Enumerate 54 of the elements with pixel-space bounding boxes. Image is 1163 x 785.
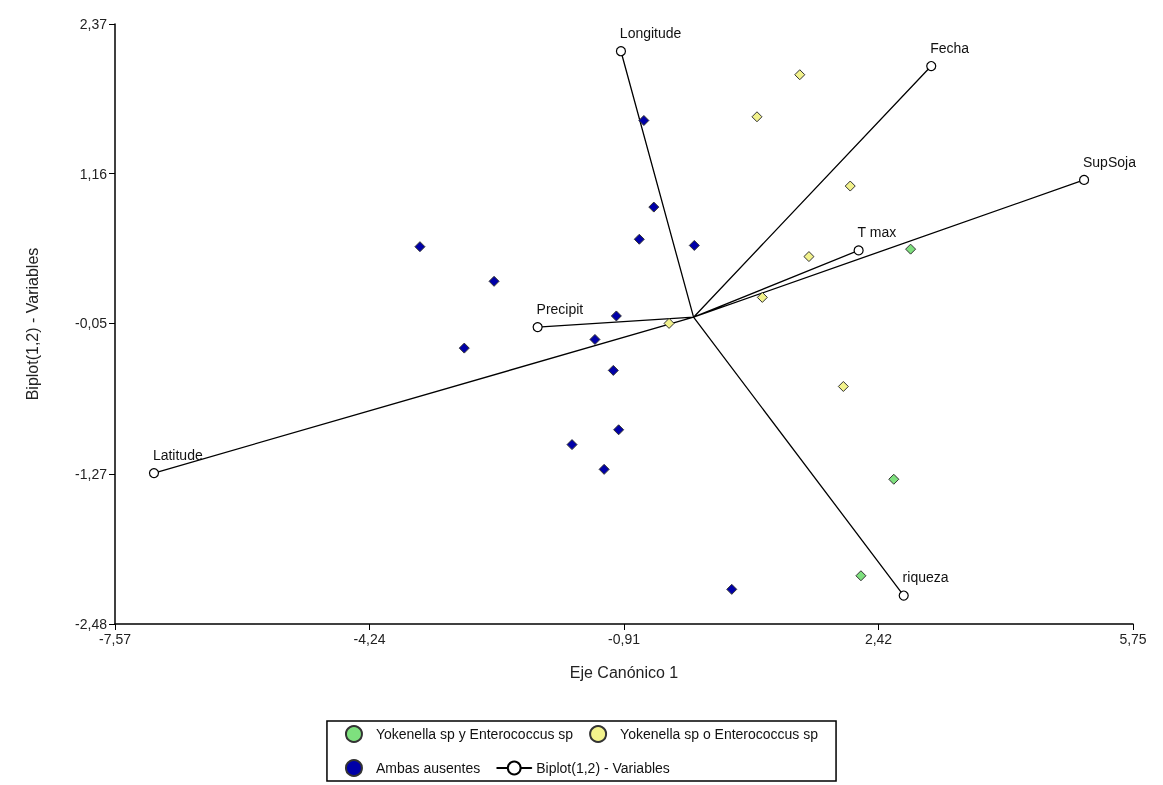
point <box>898 590 909 601</box>
y-tick-label: -1,27 <box>75 466 108 483</box>
x-tick-label: -7,57 <box>99 631 132 647</box>
legend-label: Yokenella sp y Enterococcus sp <box>375 726 574 742</box>
point <box>633 233 645 245</box>
point <box>610 310 622 322</box>
point <box>648 201 660 213</box>
point <box>598 463 610 475</box>
point <box>1079 174 1090 185</box>
point <box>837 380 849 392</box>
legend-label: Yokenella sp o Enterococcus sp <box>620 726 819 742</box>
data-label: T max <box>857 224 897 241</box>
point <box>488 275 500 287</box>
point <box>414 241 426 253</box>
data-label: SupSoja <box>1082 153 1137 170</box>
point <box>844 180 856 192</box>
y-axis-title: Biplot(1,2) - Variables <box>23 247 41 401</box>
point <box>589 333 601 345</box>
y-tick-label: 2,37 <box>79 16 108 32</box>
data-label: Latitude <box>152 446 203 463</box>
y-tick-label: -2,48 <box>75 616 108 632</box>
y-tick-label: -0,05 <box>75 315 108 332</box>
y-tick-label: 1,16 <box>79 165 108 182</box>
point <box>688 239 700 251</box>
point <box>794 69 806 81</box>
x-tick-label: -4,24 <box>353 631 386 647</box>
point <box>855 570 867 582</box>
point <box>607 364 619 376</box>
point <box>458 342 470 354</box>
data-label: riqueza <box>902 569 949 586</box>
point <box>905 243 917 255</box>
x-tick-label: -0,91 <box>608 631 641 647</box>
point <box>926 60 937 72</box>
x-tick-label: 5,75 <box>1119 631 1147 647</box>
data-label: Longitude <box>619 25 682 42</box>
point <box>663 317 675 329</box>
legend-label: Biplot(1,2) - Variables <box>536 760 670 776</box>
point <box>613 424 625 436</box>
point <box>853 245 864 256</box>
point <box>756 291 768 303</box>
point <box>566 439 578 451</box>
point <box>615 46 627 57</box>
point <box>532 321 543 333</box>
point <box>638 114 650 126</box>
point <box>148 467 160 479</box>
data-label: Fecha <box>930 39 970 56</box>
point <box>803 251 815 263</box>
point <box>726 583 738 595</box>
data-label: Precipit <box>536 300 584 317</box>
x-axis-title: Eje Canónico 1 <box>569 663 679 681</box>
point <box>888 473 900 485</box>
x-tick-label: 2,42 <box>864 631 893 647</box>
point <box>751 111 763 123</box>
legend-label: Ambas ausentes <box>375 760 481 776</box>
